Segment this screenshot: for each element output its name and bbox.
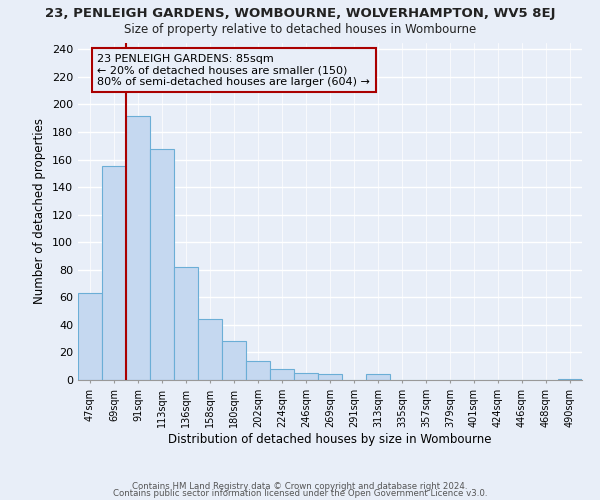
Bar [150,148,174,380]
Bar [558,378,582,380]
Text: 23, PENLEIGH GARDENS, WOMBOURNE, WOLVERHAMPTON, WV5 8EJ: 23, PENLEIGH GARDENS, WOMBOURNE, WOLVERH… [45,8,555,20]
Bar [78,293,102,380]
Text: Size of property relative to detached houses in Wombourne: Size of property relative to detached ho… [124,22,476,36]
Bar [222,342,246,380]
Bar [174,267,198,380]
Bar [294,373,318,380]
Bar [102,166,126,380]
Text: 23 PENLEIGH GARDENS: 85sqm
← 20% of detached houses are smaller (150)
80% of sem: 23 PENLEIGH GARDENS: 85sqm ← 20% of deta… [97,54,370,86]
Y-axis label: Number of detached properties: Number of detached properties [34,118,46,304]
Text: Contains HM Land Registry data © Crown copyright and database right 2024.: Contains HM Land Registry data © Crown c… [132,482,468,491]
Bar [126,116,150,380]
Bar [246,360,270,380]
Bar [198,320,222,380]
Bar [318,374,342,380]
Bar [270,369,294,380]
Bar [366,374,390,380]
Text: Contains public sector information licensed under the Open Government Licence v3: Contains public sector information licen… [113,490,487,498]
X-axis label: Distribution of detached houses by size in Wombourne: Distribution of detached houses by size … [168,432,492,446]
